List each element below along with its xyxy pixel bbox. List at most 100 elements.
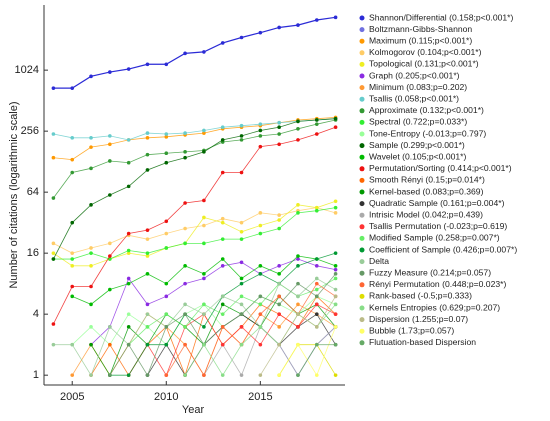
series-line (53, 118, 336, 260)
data-point (145, 131, 150, 135)
data-point (277, 342, 281, 347)
data-point (220, 325, 225, 329)
data-point (183, 201, 187, 205)
data-point (277, 218, 281, 222)
data-point (277, 125, 281, 130)
data-point (183, 342, 187, 347)
x-tick-label: 2015 (248, 391, 272, 403)
data-point (314, 18, 319, 22)
data-point (183, 241, 187, 246)
data-point (108, 159, 112, 163)
data-point (333, 211, 338, 215)
data-point (314, 312, 319, 316)
y-tick-label: 16 (27, 247, 39, 259)
data-point (89, 302, 93, 307)
data-point (183, 264, 187, 268)
data-point (239, 325, 244, 329)
legend-marker (359, 201, 365, 207)
legend-marker (359, 85, 365, 91)
legend-marker (359, 293, 365, 299)
series-line (278, 326, 336, 376)
data-point (89, 325, 93, 329)
data-point (296, 373, 300, 377)
data-point (145, 373, 150, 377)
data-point (164, 132, 169, 136)
data-point (220, 373, 225, 377)
data-point (239, 302, 244, 307)
data-point (314, 118, 319, 122)
data-point (258, 312, 263, 316)
data-point (89, 166, 93, 171)
legend-label: Intrisic Model (0.042;p=0.439) (369, 209, 483, 219)
legend-marker (359, 50, 365, 56)
data-point (145, 136, 150, 140)
data-point (51, 132, 56, 136)
data-point (296, 138, 300, 142)
data-point (333, 294, 338, 299)
data-point (164, 160, 169, 165)
data-point (89, 136, 93, 140)
data-point (70, 264, 75, 268)
data-point (202, 223, 206, 228)
legend-marker (359, 177, 365, 183)
data-point (296, 127, 300, 131)
data-point (296, 257, 300, 261)
data-point (314, 287, 319, 292)
data-point (89, 246, 93, 250)
data-point (277, 302, 281, 307)
data-point (108, 193, 112, 197)
data-point (277, 142, 281, 147)
legend-marker (359, 27, 365, 33)
data-point (220, 170, 225, 175)
x-tick-label: 2005 (60, 391, 84, 403)
data-point (164, 312, 169, 316)
data-point (164, 246, 169, 250)
data-point (89, 342, 93, 347)
legend-label: Tsallis Permutation (-0.023;p=0.619) (369, 221, 507, 231)
data-point (296, 294, 300, 299)
data-point (89, 264, 93, 268)
data-point (277, 325, 281, 329)
data-point (183, 325, 187, 329)
data-point (164, 62, 169, 67)
data-point (164, 294, 169, 299)
legend-label: Delta (369, 256, 389, 266)
data-point (164, 325, 169, 329)
data-point (70, 157, 75, 162)
data-point (202, 272, 206, 276)
data-point (145, 254, 150, 258)
data-point (108, 134, 112, 138)
legend-label: Boltzmann-Gibbs-Shannon (369, 24, 472, 34)
data-point (314, 257, 319, 261)
legend-label: Modified Sample (0.258;p=0.007*) (369, 233, 500, 243)
data-point (333, 373, 338, 377)
series-line (203, 326, 336, 377)
data-point (51, 155, 56, 160)
legend-label: Maximum (0.115;p<0.001*) (369, 35, 472, 45)
data-point (333, 287, 338, 292)
data-point (202, 50, 206, 54)
data-point (220, 312, 225, 316)
data-point (89, 145, 93, 149)
data-point (239, 281, 244, 286)
series-line (53, 200, 336, 267)
data-point (314, 132, 319, 136)
data-point (89, 373, 93, 377)
legend-label: Graph (0.205;p<0.001*) (369, 70, 460, 80)
data-point (258, 211, 263, 215)
data-point (239, 276, 244, 281)
data-point (126, 251, 131, 255)
data-point (220, 220, 225, 225)
data-point (314, 302, 319, 307)
legend-label: Dispersion (1.255;p=0.07) (369, 314, 468, 324)
legend-label: Shannon/Differential (0.158;p<0.001*) (369, 12, 514, 22)
data-point (314, 281, 319, 286)
legend-label: Quadratic Sample (0.161;p=0.004*) (369, 198, 505, 208)
data-point (333, 342, 338, 347)
series-line (297, 344, 336, 376)
data-point (202, 325, 206, 329)
data-point (258, 294, 263, 299)
legend-marker (359, 235, 365, 241)
series-line (128, 278, 336, 345)
data-point (296, 281, 300, 286)
